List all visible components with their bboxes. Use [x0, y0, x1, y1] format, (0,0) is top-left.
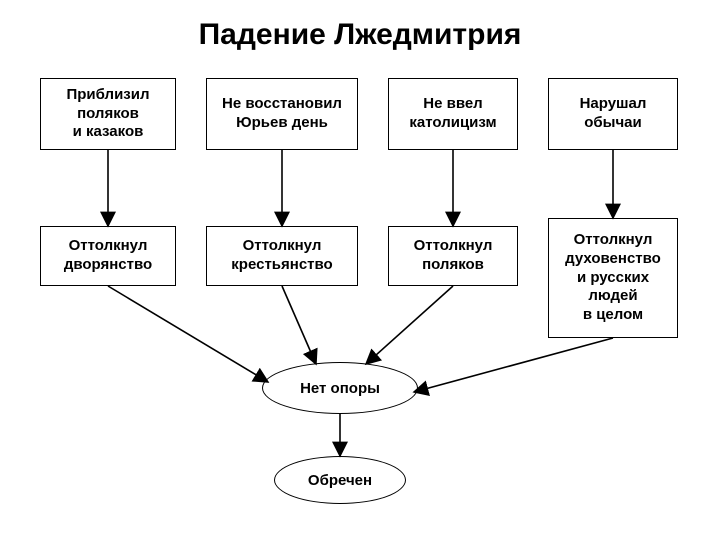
box-cause-poles-cossacks: Приблизил поляков и казаков: [40, 78, 176, 150]
diagram-title: Падение Лжедмитрия: [0, 18, 720, 52]
box-effect-peasantry: Оттолкнул крестьянство: [206, 226, 358, 286]
box-cause-yuriev-day: Не восстановил Юрьев день: [206, 78, 358, 150]
box-effect-nobility: Оттолкнул дворянство: [40, 226, 176, 286]
ellipse-no-support: Нет опоры: [262, 362, 418, 414]
box-effect-clergy-people: Оттолкнул духовенство и русских людей в …: [548, 218, 678, 338]
box-cause-customs: Нарушал обычаи: [548, 78, 678, 150]
diagram-stage: Падение Лжедмитрия Приблизил поляков и к…: [0, 0, 720, 540]
box-cause-catholicism: Не ввел католицизм: [388, 78, 518, 150]
box-effect-poles: Оттолкнул поляков: [388, 226, 518, 286]
ellipse-doomed: Обречен: [274, 456, 406, 504]
